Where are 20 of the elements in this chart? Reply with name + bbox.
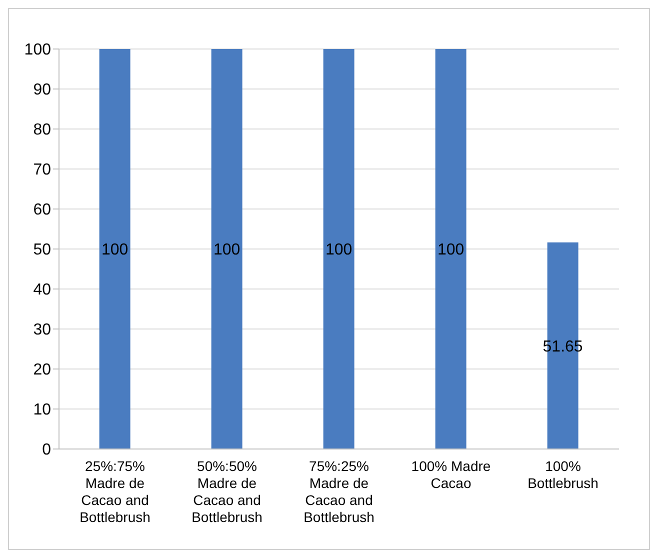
y-tick-label: 20 <box>33 362 52 379</box>
y-tick-label: 10 <box>33 402 52 419</box>
y-tick-label: 70 <box>33 162 52 179</box>
data-label: 100 <box>325 242 352 259</box>
y-tick-label: 0 <box>42 442 52 459</box>
data-label: 100 <box>213 242 240 259</box>
x-tick-label: 100% Madre Cacao <box>411 458 491 491</box>
y-tick-label: 90 <box>33 82 52 99</box>
y-tick-label: 30 <box>33 322 52 339</box>
y-tick-label: 50 <box>33 242 52 259</box>
x-tick-label: 25%:75% Madre de Cacao and Bottlebrush <box>80 458 150 525</box>
y-tick-label: 100 <box>24 42 52 59</box>
x-tick-label: 100% Bottlebrush <box>528 458 598 491</box>
y-tick-label: 40 <box>33 282 52 299</box>
x-tick-label: 50%:50% Madre de Cacao and Bottlebrush <box>192 458 262 525</box>
y-tick-label: 80 <box>33 122 52 139</box>
x-tick-label: 75%:25% Madre de Cacao and Bottlebrush <box>304 458 374 525</box>
data-label: 100 <box>101 242 128 259</box>
data-label: 100 <box>437 242 464 259</box>
y-tick-label: 60 <box>33 202 52 219</box>
